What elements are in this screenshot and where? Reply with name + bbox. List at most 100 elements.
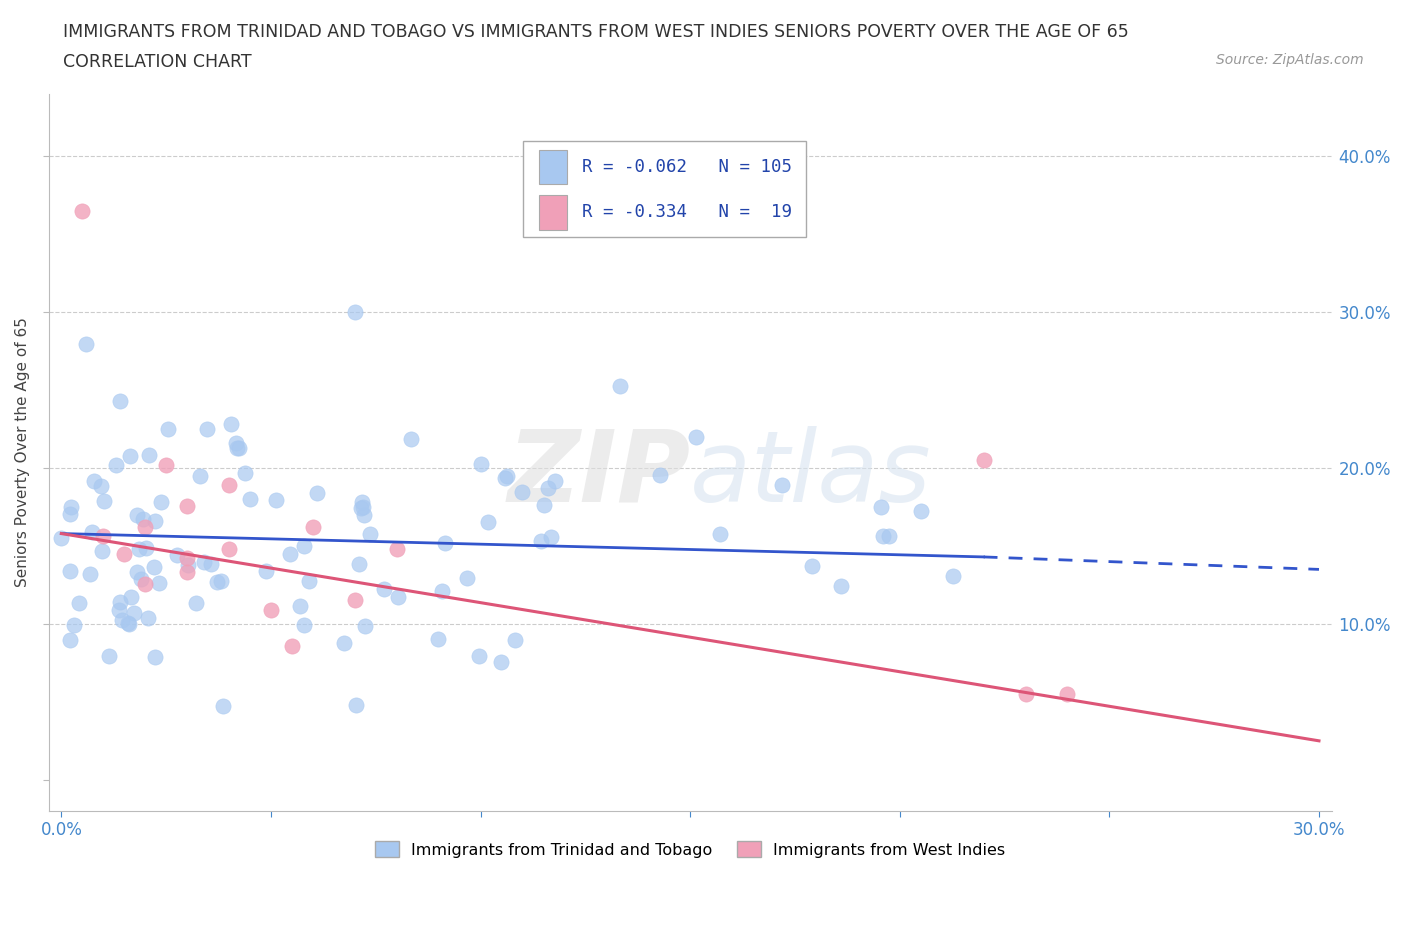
FancyBboxPatch shape [538,195,567,230]
Point [685,430,707,445]
Point [143,513,166,528]
Point [305,485,328,500]
Point [219,416,242,431]
Point [205,575,228,590]
Point [83,474,105,489]
Point [148,576,170,591]
Point [72,204,94,219]
Point [117,616,139,631]
Point [350,501,373,516]
Point [352,499,374,514]
Point [470,457,492,472]
Point [157,421,180,436]
Point [195,421,218,436]
Point [193,554,215,569]
Point [91,528,114,543]
Point [387,590,409,604]
Point [292,538,315,553]
Point [494,471,516,485]
Point [209,573,232,588]
Point [212,698,235,713]
Point [433,536,456,551]
Point [138,611,160,626]
Point [135,541,157,556]
Point [166,548,188,563]
Point [107,602,129,617]
Point [536,481,558,496]
Point [290,599,312,614]
Point [870,499,893,514]
Text: IMMIGRANTS FROM TRINIDAD AND TOBAGO VS IMMIGRANTS FROM WEST INDIES SENIORS POVER: IMMIGRANTS FROM TRINIDAD AND TOBAGO VS I… [63,23,1129,41]
Point [872,529,894,544]
Point [385,541,408,556]
Point [298,574,321,589]
Point [235,466,257,481]
Point [108,595,131,610]
Point [134,519,156,534]
Point [354,618,377,633]
Text: atlas: atlas [690,426,932,523]
Point [344,698,367,712]
Text: R = -0.062   N = 105: R = -0.062 N = 105 [582,158,793,176]
Point [67,595,90,610]
Point [184,595,207,610]
Point [128,542,150,557]
Point [973,453,995,468]
Point [200,556,222,571]
Point [254,564,277,578]
FancyBboxPatch shape [538,150,567,184]
Point [225,440,247,455]
Point [177,557,200,572]
Point [427,631,450,646]
Point [59,564,82,578]
Point [302,520,325,535]
Point [770,478,793,493]
Point [90,478,112,493]
Point [650,468,672,483]
Point [120,590,142,604]
Point [129,571,152,586]
Point [292,618,315,632]
Point [155,458,177,472]
FancyBboxPatch shape [523,140,806,237]
Point [350,495,373,510]
Y-axis label: Seniors Poverty Over the Age of 65: Seniors Poverty Over the Age of 65 [15,317,30,588]
Point [176,498,198,513]
Point [343,305,366,320]
Point [510,485,533,499]
Point [709,526,731,541]
Point [942,568,965,583]
Point [1014,686,1036,701]
Point [278,547,301,562]
Text: CORRELATION CHART: CORRELATION CHART [63,53,252,71]
Point [225,435,247,450]
Point [59,499,82,514]
Point [59,507,82,522]
Point [477,515,499,530]
Point [468,649,491,664]
Point [399,432,422,446]
Point [228,440,250,455]
Point [530,534,553,549]
Point [1056,686,1078,701]
Point [150,495,173,510]
Point [108,393,131,408]
Point [75,337,97,352]
Point [496,469,519,484]
Point [127,507,149,522]
Point [176,551,198,565]
Point [105,458,128,472]
Point [830,578,852,593]
Point [910,503,932,518]
Point [489,654,512,669]
Point [91,543,114,558]
Point [120,448,142,463]
Point [111,613,134,628]
Point [62,618,84,632]
Point [349,556,371,571]
Point [609,379,631,393]
Point [112,546,135,561]
Point [264,492,287,507]
Point [79,566,101,581]
Point [260,603,283,618]
